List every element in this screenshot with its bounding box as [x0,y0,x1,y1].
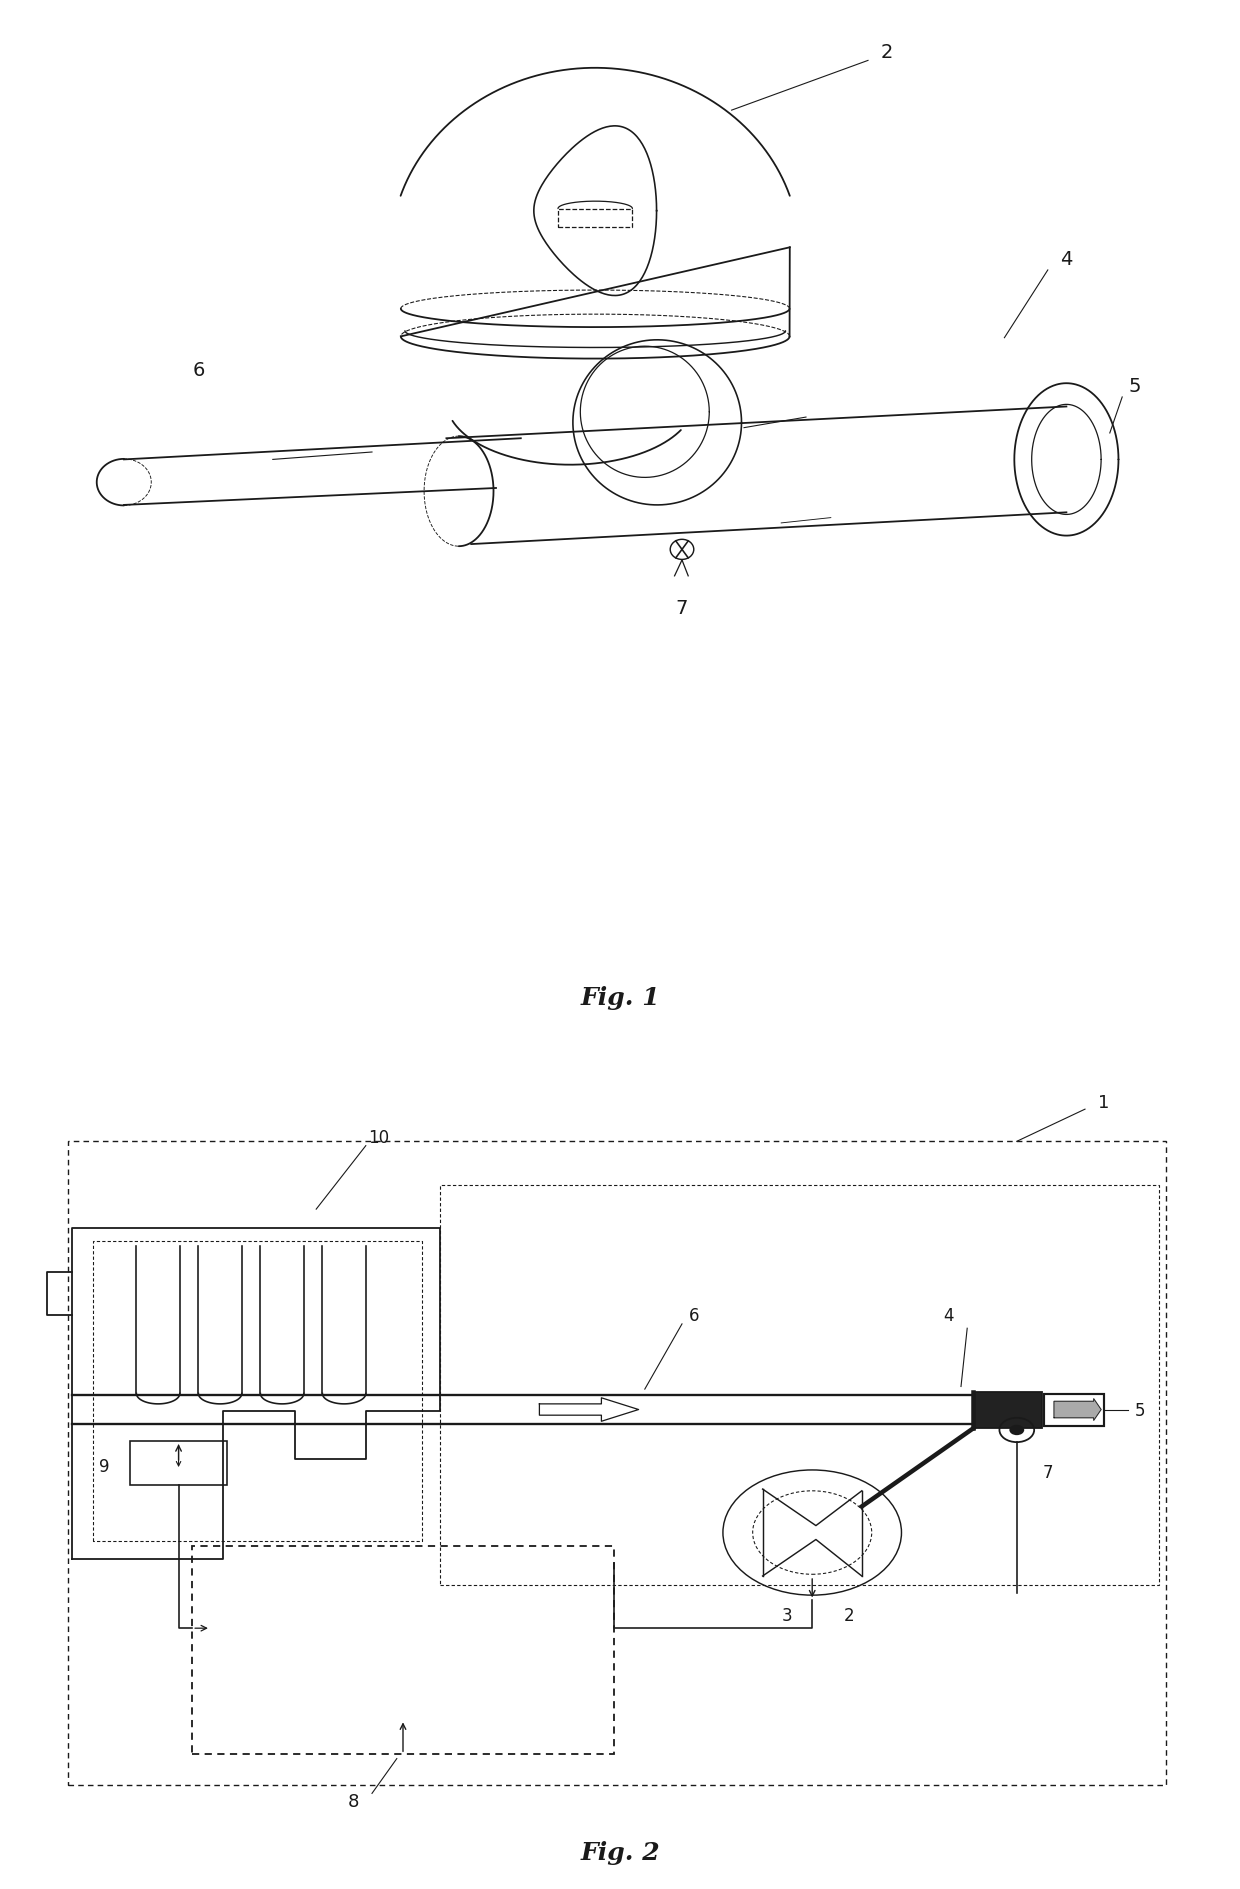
Bar [192,1545,614,1755]
Bar [1044,1394,1104,1426]
Text: 3: 3 [782,1606,792,1625]
Text: 4: 4 [944,1307,954,1324]
Text: 10: 10 [367,1128,389,1147]
Text: 2: 2 [880,43,893,62]
Bar [973,1392,1042,1428]
Text: 8: 8 [347,1793,360,1810]
Text: 5: 5 [1135,1402,1145,1419]
Text: 7: 7 [1043,1462,1053,1481]
Text: 5: 5 [1128,376,1141,395]
Bar [440,1184,1159,1585]
Text: 2: 2 [844,1606,854,1625]
Text: 9: 9 [99,1458,109,1475]
Polygon shape [1054,1400,1101,1421]
Text: 4: 4 [1060,249,1073,268]
Text: 6: 6 [689,1307,699,1324]
Text: Fig. 1: Fig. 1 [580,986,660,1011]
Text: Fig. 2: Fig. 2 [580,1840,660,1864]
Text: 6: 6 [192,361,205,380]
Bar [130,1441,227,1485]
Circle shape [1009,1424,1024,1436]
Text: 7: 7 [676,599,688,618]
Text: 1: 1 [1097,1094,1110,1111]
